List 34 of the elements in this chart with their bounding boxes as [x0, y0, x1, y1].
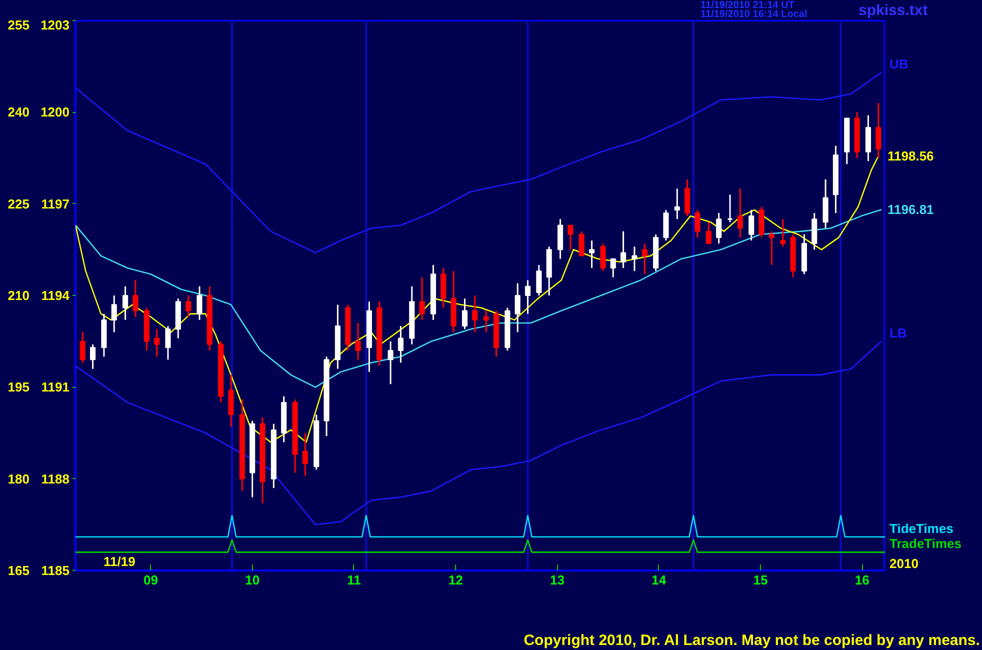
- annotation: 1198.56: [888, 148, 934, 164]
- y2-tick-label: 210: [8, 288, 30, 303]
- x-tick-label: 14: [652, 572, 667, 588]
- y2-tick-label: 195: [8, 380, 30, 395]
- y-tick-label: 1197: [41, 196, 70, 212]
- y-tick-label: 1188: [41, 471, 70, 486]
- y2-tick-label: 240: [8, 104, 30, 120]
- y2-tick-label: 165: [8, 563, 30, 578]
- x-tick-label: 11: [347, 572, 361, 588]
- y-tick-label: 1194: [41, 288, 70, 303]
- series-label: TradeTimes: [890, 536, 962, 552]
- y2-tick-label: 225: [8, 196, 30, 212]
- y-tick-label: 1185: [41, 563, 70, 578]
- y-tick-label: 1191: [41, 380, 70, 395]
- text: spkiss.txt: [858, 2, 928, 19]
- x-tick-label: 13: [550, 572, 564, 588]
- series-label: LB: [890, 325, 907, 340]
- annotation: 11/19: [104, 554, 136, 569]
- annotation: 1196.81: [888, 202, 934, 218]
- x-tick-label: 12: [448, 572, 463, 588]
- y2-tick-label: 180: [8, 471, 30, 486]
- text: 2010: [890, 556, 918, 571]
- x-tick-label: 15: [753, 572, 768, 588]
- y2-tick-label: 255: [8, 18, 30, 32]
- text: 11/19/2010 16:14 Local: [700, 9, 808, 20]
- x-tick-label: 16: [854, 572, 870, 588]
- series-label: UB: [890, 56, 908, 72]
- x-tick-label: 10: [245, 572, 260, 588]
- y-tick-label: 1203: [40, 18, 70, 32]
- text: Copyright 2010, Dr. Al Larson. May not be copied by any means.: [524, 632, 980, 649]
- series-label: TideTimes: [890, 520, 954, 536]
- y-tick-label: 1200: [40, 104, 70, 120]
- text: 11/19/2010 21:14 UT: [700, 0, 794, 11]
- x-tick-label: 09: [143, 572, 158, 588]
